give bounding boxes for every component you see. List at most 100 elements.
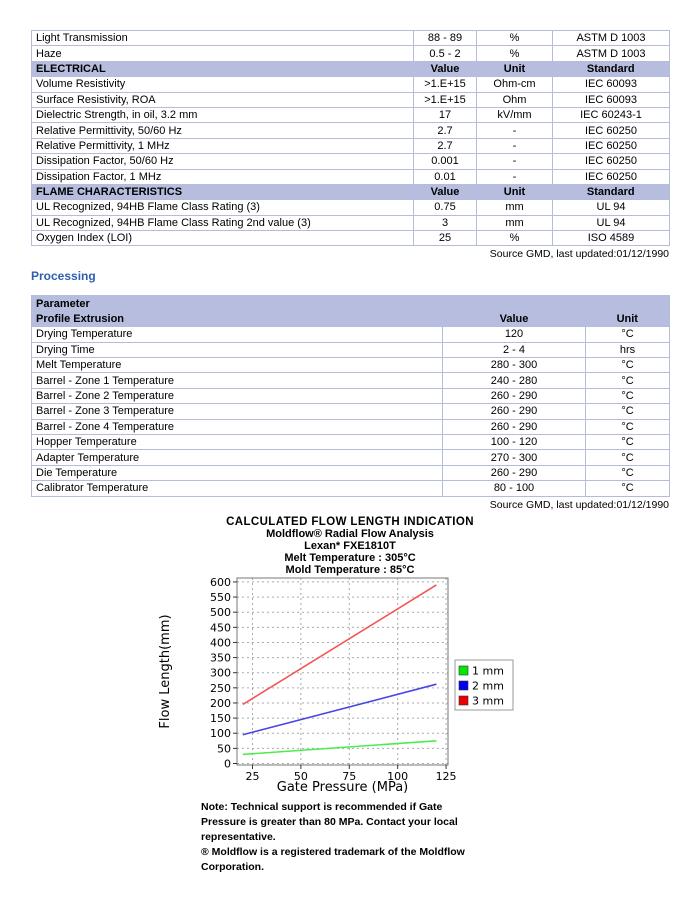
- cell-unit: °C: [584, 419, 670, 435]
- property-row: Volume Resistivity >1.E+15 Ohm-cm IEC 60093: [31, 76, 670, 93]
- cell-unit: °C: [584, 403, 670, 420]
- cell-property: UL Recognized, 94HB Flame Class Rating (…: [31, 199, 414, 216]
- cell-value: 3: [413, 215, 477, 232]
- cell-property: Dissipation Factor, 1 MHz: [31, 169, 414, 185]
- cell-standard: UL 94: [552, 199, 670, 216]
- cell-parameter: Hopper Temperature: [31, 434, 443, 451]
- cell-parameter: Melt Temperature: [31, 357, 443, 374]
- cell-standard: ISO 4589: [552, 230, 670, 247]
- parameter-row: Barrel - Zone 4 Temperature 260 - 290 °C: [31, 419, 670, 435]
- cell-parameter: Barrel - Zone 1 Temperature: [31, 372, 443, 389]
- y-tick-label: 150: [210, 712, 231, 725]
- x-tick-label: 125: [436, 770, 457, 783]
- cell-standard: IEC 60093: [552, 92, 670, 108]
- cell-unit: °C: [584, 326, 670, 343]
- cell-value: 0.01: [413, 169, 477, 185]
- cell-parameter: Drying Temperature: [31, 326, 443, 343]
- cell-standard: IEC 60250: [552, 153, 670, 170]
- cell-unit: Unit: [476, 184, 553, 201]
- cell-value: 88 - 89: [413, 30, 477, 47]
- chart-subtitle: Moldflow® Radial Flow Analysis: [266, 527, 434, 540]
- footnote-line: representative.: [201, 830, 276, 843]
- cell-unit: -: [476, 153, 553, 170]
- page-content: Light Transmission 88 - 89% ASTM D 1003 Haz…: [31, 30, 671, 875]
- property-row: Light Transmission 88 - 89% ASTM D 1003: [31, 30, 670, 47]
- cell-value: >1.E+15: [413, 92, 477, 108]
- cell-standard: IEC 60250: [552, 169, 670, 185]
- property-row: Oxygen Index (LOI) 25% ISO 4589: [31, 230, 670, 247]
- legend-label: 3 mm: [472, 694, 504, 707]
- cell-value: >1.E+15: [413, 76, 477, 93]
- y-tick-label: 350: [210, 651, 231, 664]
- cell-unit: -: [476, 138, 553, 155]
- cell-property: Oxygen Index (LOI): [31, 230, 414, 247]
- cell-property: Light Transmission: [31, 30, 414, 47]
- property-row: Relative Permittivity, 50/60 Hz 2.7- IEC 6…: [31, 122, 670, 139]
- cell-value: 100 - 120: [442, 434, 586, 451]
- properties-source-note: Source GMD, last updated:01/12/1990: [489, 248, 669, 261]
- cell-property: Haze: [31, 45, 414, 62]
- property-row: Dissipation Factor, 50/60 Hz 0.001- IEC 60…: [31, 153, 670, 170]
- cell-value: 2 - 4: [442, 342, 586, 359]
- parameter-row: Calibrator Temperature 80 - 100 °C: [31, 480, 670, 497]
- cell-value: 240 - 280: [442, 372, 586, 389]
- cell-value: 0.001: [413, 153, 477, 170]
- parameter-row: Melt Temperature 280 - 300 °C: [31, 357, 670, 374]
- legend-swatch-3mm: [458, 695, 469, 705]
- cell-parameter: Calibrator Temperature: [31, 480, 443, 497]
- cell-unit: mm: [476, 199, 553, 216]
- cell-unit: Unit: [476, 61, 553, 78]
- property-row: Surface Resistivity, ROA >1.E+15 Ohm IEC 60…: [31, 92, 670, 108]
- cell-unit: -: [476, 169, 553, 185]
- cell-parameter: Drying Time: [31, 342, 443, 359]
- footnote-line: ® Moldflow is a registered trademark of …: [201, 845, 465, 858]
- properties-table: Light Transmission 88 - 89% ASTM D 1003 Haz…: [31, 30, 670, 247]
- parameter-row: Barrel - Zone 2 Temperature 260 - 290 °C: [31, 388, 670, 405]
- cell-value: 2.7: [413, 122, 477, 139]
- cell-value: 0.75: [413, 199, 477, 216]
- cell-unit: %: [476, 45, 553, 62]
- cell-standard: ASTM D 1003: [552, 45, 670, 62]
- cell-unit: mm: [476, 215, 553, 232]
- cell-unit: °C: [584, 465, 670, 482]
- cell-standard: ASTM D 1003: [552, 30, 670, 47]
- cell-property: FLAME CHARACTERISTICS: [31, 184, 414, 201]
- cell-unit: Ohm-cm: [476, 76, 553, 93]
- cell-property: Relative Permittivity, 50/60 Hz: [31, 122, 414, 139]
- cell-property: UL Recognized, 94HB Flame Class Rating 2…: [31, 215, 414, 232]
- cell-standard: IEC 60243-1: [552, 107, 670, 124]
- y-tick-label: 250: [210, 681, 231, 694]
- cell-value: 260 - 290: [442, 465, 586, 482]
- footnote-line: Pressure is greater than 80 MPa. Contact…: [201, 815, 458, 828]
- series-line-3mm: [242, 583, 437, 705]
- processing-heading: Processing: [31, 269, 96, 284]
- cell-parameter: Adapter Temperature: [31, 449, 443, 466]
- x-tick-label: 25: [245, 770, 259, 783]
- cell-standard: UL 94: [552, 215, 670, 232]
- y-tick-label: 550: [210, 591, 231, 604]
- series-line-1mm: [242, 739, 437, 755]
- cell-property: Relative Permittivity, 1 MHz: [31, 138, 414, 155]
- chart-subtitle: Mold Temperature : 85°C: [285, 563, 415, 576]
- cell-parameter: Die Temperature: [31, 465, 443, 482]
- y-tick-label: 400: [210, 636, 231, 649]
- cell-value: 0.5 - 2: [413, 45, 477, 62]
- y-tick-label: 200: [210, 697, 231, 710]
- cell-standard: Standard: [552, 184, 670, 201]
- y-tick-label: 100: [210, 727, 231, 740]
- chart-title: CALCULATED FLOW LENGTH INDICATION: [226, 515, 474, 528]
- cell-standard: IEC 60250: [552, 138, 670, 155]
- plot-frame: [236, 577, 449, 766]
- group-header-row: Parameter: [31, 295, 670, 312]
- cell-unit: Ohm: [476, 92, 553, 108]
- cell-property: Dissipation Factor, 50/60 Hz: [31, 153, 414, 170]
- chart-footnote: Note: Technical support is recommended i…: [201, 800, 669, 875]
- cell-value: 120: [442, 326, 586, 343]
- cell-parameter: Barrel - Zone 4 Temperature: [31, 419, 443, 435]
- section-header-row: ELECTRICAL Value Unit Standard: [31, 61, 670, 78]
- cell-value: 260 - 290: [442, 388, 586, 405]
- x-axis-title: Gate Pressure (MPa): [277, 780, 409, 795]
- parameter-row: Drying Time 2 - 4 hrs: [31, 342, 670, 359]
- cell-standard: IEC 60093: [552, 76, 670, 93]
- cell-standard: IEC 60250: [552, 122, 670, 139]
